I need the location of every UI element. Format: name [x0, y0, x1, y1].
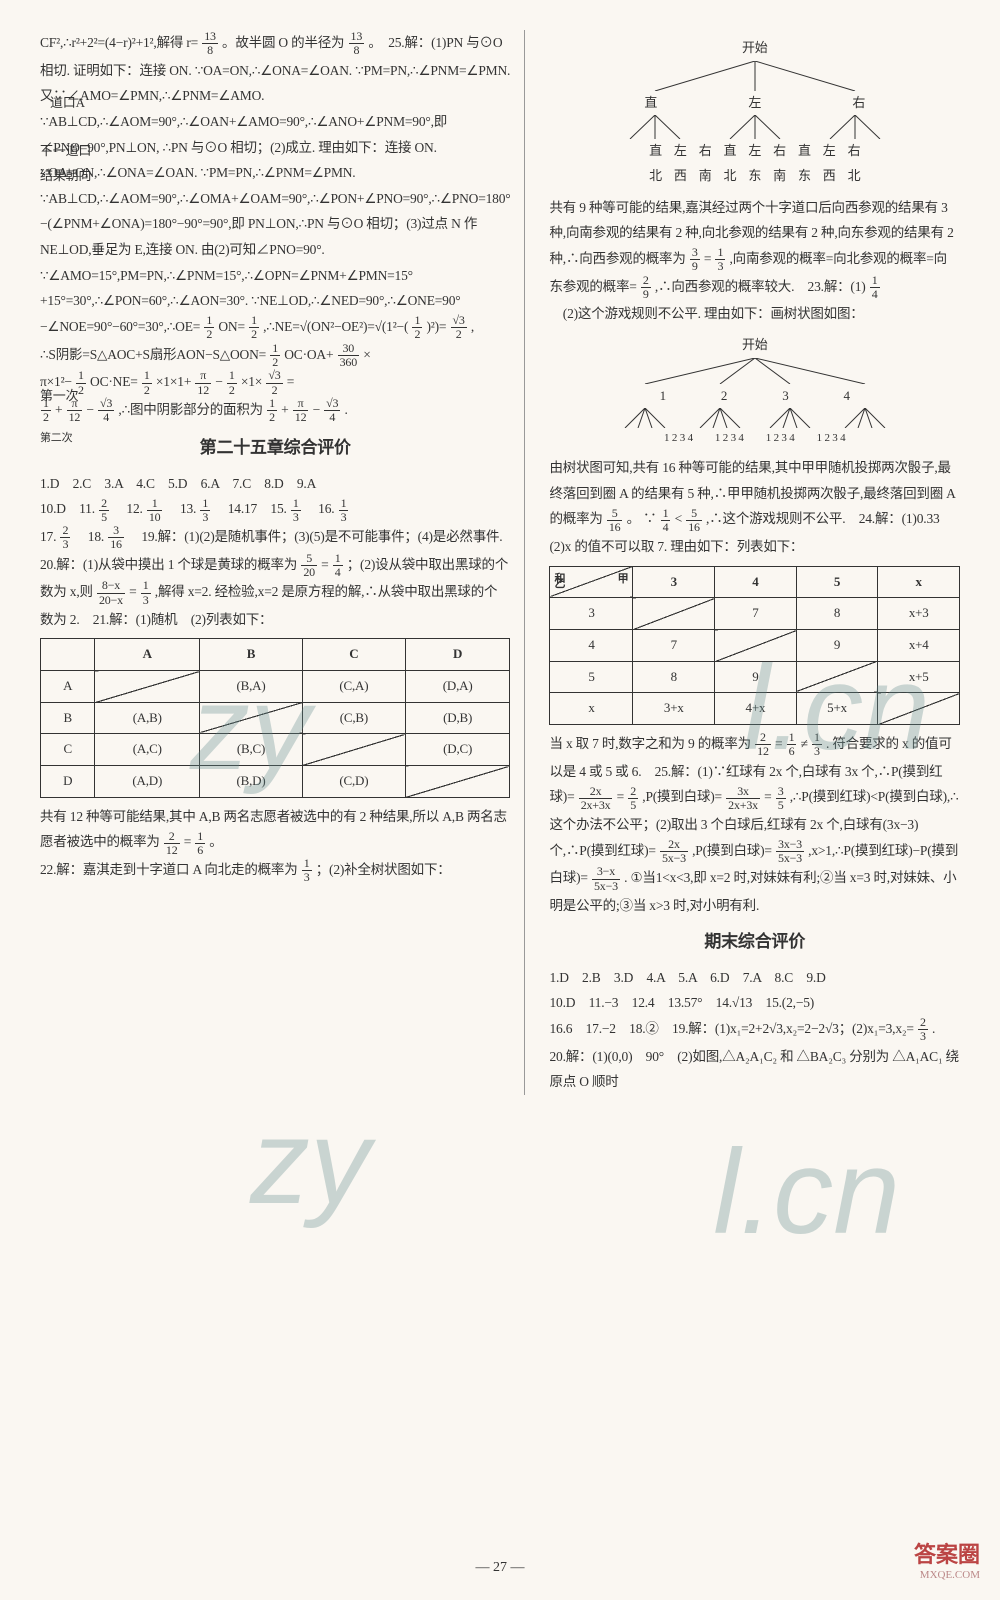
fraction: 13: [302, 857, 312, 884]
tree-branches-icon: [575, 61, 935, 91]
final-exam-title: 期末综合评价: [549, 926, 960, 958]
fraction: 30360: [338, 342, 359, 369]
text: CF²,∴r²+2²=(4−r)²+1²,解得 r=: [40, 35, 198, 50]
tree-branches-icon: [575, 115, 935, 139]
text: 。故半圆 O 的半径为: [222, 35, 344, 50]
fraction: 316: [108, 524, 124, 551]
fraction: 212: [755, 731, 771, 758]
fraction: √34: [324, 397, 340, 424]
page-number: — 27 —: [476, 1555, 525, 1580]
fraction: 25: [628, 785, 638, 812]
fraction: 13: [812, 731, 822, 758]
two-column-layout: CF²,∴r²+2²=(4−r)²+1²,解得 r= 138 。故半圆 O 的半…: [40, 30, 960, 1095]
right-column: 开始 道口A 直 左 右 下一: [535, 30, 960, 1095]
probability-table-1: A B C D A(B,A)(C,A)(D,A) B(A,B)(C,B)(D,B…: [40, 638, 510, 797]
fraction: 23: [918, 1016, 928, 1043]
tree-branches-icon: [575, 408, 935, 428]
fraction: 2x5x−3: [660, 838, 688, 865]
fraction: 29: [641, 274, 651, 301]
fraction: 12: [267, 397, 277, 424]
fraction: 2x2x+3x: [579, 785, 613, 812]
logo-url: MXQE.COM: [914, 1569, 980, 1582]
fraction: 16: [787, 731, 797, 758]
fraction: 12: [249, 314, 259, 341]
fraction: 14: [333, 552, 343, 579]
fraction: 13: [339, 497, 349, 524]
page: zy l.cn zy l.cn CF²,∴r²+2²=(4−r)²+1²,解得 …: [0, 0, 1000, 1600]
fraction: 13: [141, 579, 151, 606]
proof-text: ∵OA=ON,∴∠ONA=∠OAN. ∵PM=PN,∴∠PNM=∠PMN. 又∵…: [40, 63, 510, 334]
chapter-25-title: 第二十五章综合评价: [40, 432, 510, 464]
watermark-4: l.cn: [713, 1084, 900, 1300]
logo-title: 答案圈: [914, 1542, 980, 1568]
fraction: √32: [451, 314, 467, 341]
fraction: 3x2x+3x: [726, 785, 760, 812]
fraction: 138: [202, 30, 218, 57]
answers-row: 1.D 2.C 3.A 4.C 5.D 6.A 7.C 8.D 9.A: [40, 476, 316, 491]
fraction: π12: [293, 397, 309, 424]
fraction: 12: [227, 369, 237, 396]
fraction: 12: [412, 314, 422, 341]
fraction: √32: [266, 369, 282, 396]
left-column: CF²,∴r²+2²=(4−r)²+1²,解得 r= 138 。故半圆 O 的半…: [40, 30, 525, 1095]
fraction: 8−x20−x: [97, 579, 125, 606]
fraction: 520: [301, 552, 317, 579]
fraction: 23: [60, 524, 70, 551]
fraction: 516: [686, 507, 702, 534]
tree-diagram-2: 开始 第一次 1234: [549, 333, 960, 449]
fraction: 13: [715, 246, 725, 273]
fraction: 110: [147, 497, 163, 524]
fraction: 138: [349, 30, 365, 57]
fraction: 16: [195, 830, 205, 857]
fraction: 13: [291, 497, 301, 524]
fraction: 25: [99, 497, 109, 524]
fraction: 212: [164, 830, 180, 857]
tree-diagram-1: 开始 道口A 直 左 右 下一: [549, 36, 960, 189]
fraction: 14: [870, 274, 880, 301]
site-logo: 答案圈 MXQE.COM: [914, 1542, 980, 1582]
fraction: π12: [195, 369, 211, 396]
tree-branches-icon: [575, 358, 935, 384]
fraction: 35: [776, 785, 786, 812]
fraction: 516: [607, 507, 623, 534]
fraction: 39: [690, 246, 700, 273]
fraction: 12: [204, 314, 214, 341]
fraction: 3−x5x−3: [592, 865, 620, 892]
fraction: 12: [270, 342, 280, 369]
fraction: 3x−35x−3: [776, 838, 804, 865]
fraction: 14: [661, 507, 671, 534]
fraction: 12: [142, 369, 152, 396]
fraction: 13: [200, 497, 210, 524]
fraction: √34: [98, 397, 114, 424]
sum-table: 和 甲 乙 345x 378x+3 479x+4 589x+5 x3+x4+x5…: [549, 566, 960, 725]
